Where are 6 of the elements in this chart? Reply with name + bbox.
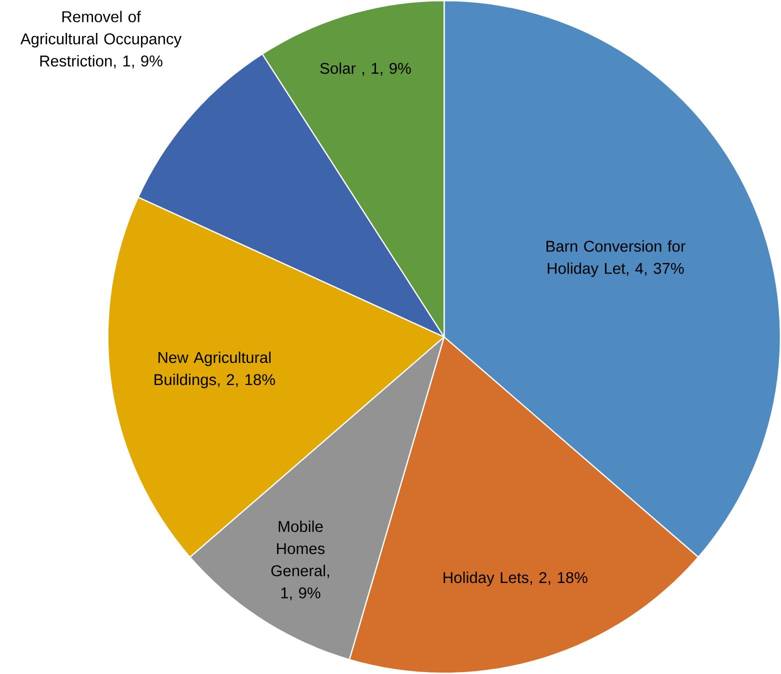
slice-label: Barn Conversion for Holiday Let, 4, 37% [546, 240, 686, 278]
slice-label: Solar , 1, 9% [320, 62, 411, 76]
slice-label: Mobile Homes General, 1, 9% [271, 520, 329, 600]
slice-label: Removel of Agricultural Occupancy Restriction, 1, 9% [20, 10, 182, 68]
slice-label: New Agricultural Buildings, 2, 18% [154, 352, 275, 388]
slice-label: Holiday Lets, 2, 18% [444, 572, 588, 586]
